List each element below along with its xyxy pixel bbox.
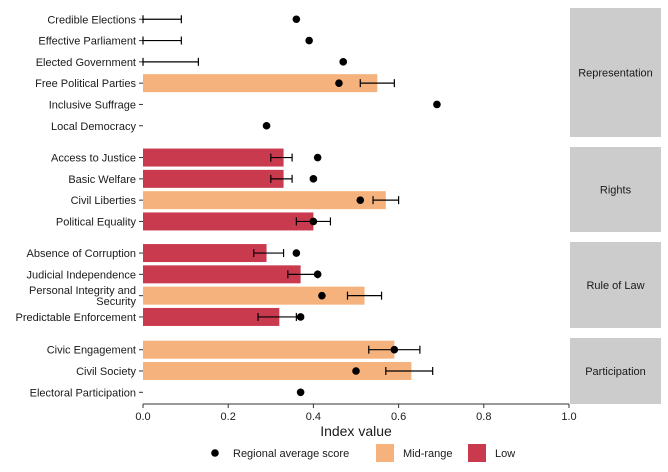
y-tick-label: Electoral Participation [30, 387, 136, 399]
y-tick-label: Judicial Independence [27, 269, 136, 281]
y-tick-label: Free Political Parties [35, 78, 136, 90]
legend-dot-swatch [211, 449, 219, 457]
x-axis-title: Index value [320, 423, 392, 439]
y-tick-label: Access to Justice [51, 153, 136, 165]
x-tick-label: 0.2 [221, 411, 236, 423]
y-tick-label: Basic Welfare [68, 174, 136, 186]
panel-strip-label: Representation [578, 68, 653, 80]
regional-average-dot [309, 217, 318, 226]
bar-low [143, 244, 267, 263]
y-tick-label: Elected Government [36, 57, 136, 69]
y-tick-label: Effective Parliament [38, 36, 136, 48]
panel-strip-label: Rule of Law [586, 280, 644, 292]
regional-average-dot [390, 345, 399, 354]
x-tick-label: 0.4 [306, 411, 321, 423]
regional-average-dot [352, 367, 360, 375]
legend-label: Low [495, 448, 515, 460]
y-tick-label: Political Equality [56, 216, 137, 228]
bar-low [143, 169, 284, 188]
panel-strip [570, 8, 661, 137]
regional-average-dot [296, 313, 305, 321]
regional-average-dot [433, 100, 441, 109]
y-tick-label: Inclusive Suffrage [49, 99, 136, 111]
regional-average-dot [318, 291, 326, 300]
regional-average-dot [339, 58, 348, 66]
regional-average-dot [335, 79, 343, 87]
regional-average-dot [262, 121, 271, 130]
regional-average-dot [356, 196, 365, 204]
regional-average-dot [292, 249, 301, 257]
bar-mid-range [143, 74, 378, 93]
y-tick-label: Civic Engagement [47, 345, 136, 357]
panel-strip-label: Rights [600, 185, 632, 197]
panel-strip [570, 242, 661, 328]
bar-low [143, 265, 301, 284]
bar-low [143, 307, 280, 326]
x-tick-label: 0.8 [476, 411, 491, 423]
regional-average-dot [305, 36, 313, 45]
panel-strip [570, 338, 661, 404]
bar-mid-range [143, 286, 365, 305]
y-tick-label: Civil Liberties [71, 195, 137, 207]
x-tick-label: 0.6 [391, 411, 406, 423]
regional-average-dot [309, 175, 318, 183]
bar-mid-range [143, 191, 386, 210]
bar-mid-range [143, 362, 412, 380]
legend-label: Mid-range [403, 448, 453, 460]
bar-low [143, 148, 284, 167]
y-tick-label: Predictable Enforcement [16, 312, 136, 324]
legend-swatch-low [468, 444, 486, 462]
y-tick-label: Personal Integrity and [29, 285, 136, 297]
regional-average-dot [313, 153, 322, 162]
panel-strip-label: Participation [585, 366, 646, 378]
x-tick-label: 1.0 [561, 411, 576, 423]
y-tick-label: Security [96, 296, 136, 308]
y-tick-label: Local Democracy [51, 121, 136, 133]
legend-swatch-mid-range [376, 444, 394, 462]
x-tick-label: 0.0 [135, 411, 150, 423]
bar-low [143, 212, 314, 231]
regional-average-dot [296, 388, 305, 397]
bar-mid-range [143, 340, 395, 359]
y-tick-label: Absence of Corruption [27, 248, 136, 260]
legend-label: Regional average score [233, 448, 349, 460]
y-tick-label: Civil Society [76, 366, 136, 378]
regional-average-dot [313, 270, 322, 279]
regional-average-dot [292, 15, 301, 24]
panel-strip [570, 147, 661, 232]
y-tick-label: Credible Elections [47, 14, 136, 26]
